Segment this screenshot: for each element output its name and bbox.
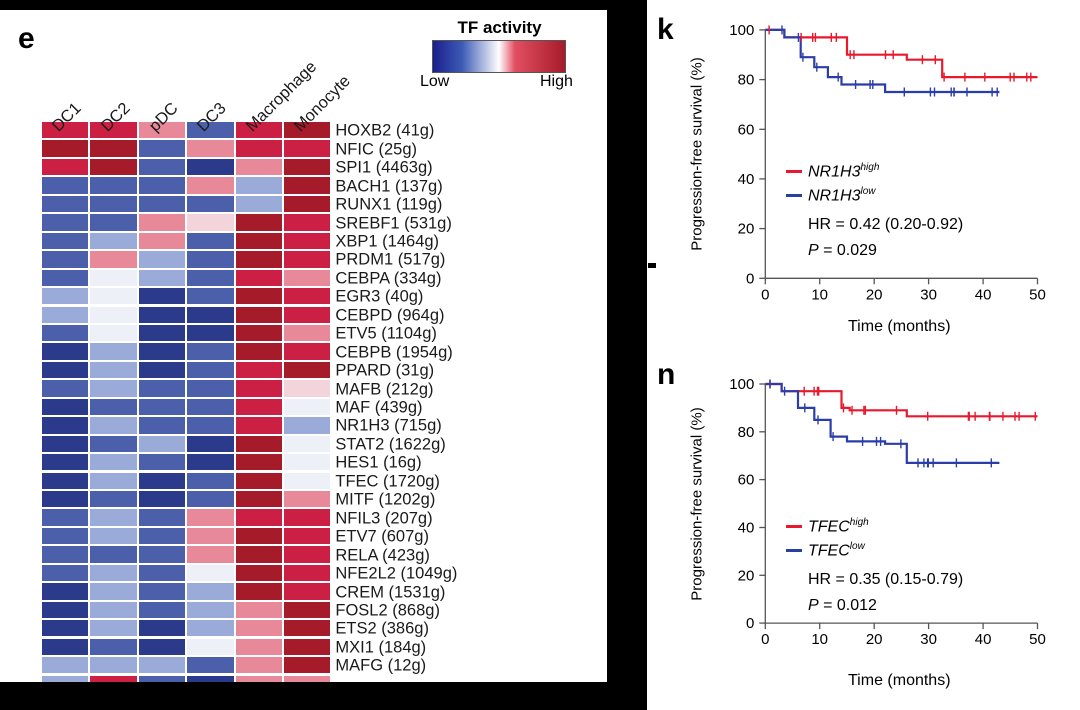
svg-text:20: 20 — [738, 221, 755, 238]
svg-text:60: 60 — [738, 121, 755, 138]
svg-text:20: 20 — [866, 631, 883, 648]
svg-text:40: 40 — [738, 520, 755, 537]
svg-text:40: 40 — [738, 171, 755, 188]
svg-text:0: 0 — [746, 270, 754, 287]
svg-text:100: 100 — [729, 22, 754, 39]
svg-text:0: 0 — [746, 615, 754, 632]
svg-text:50: 50 — [1029, 286, 1046, 303]
svg-text:30: 30 — [920, 631, 937, 648]
svg-text:60: 60 — [738, 472, 755, 489]
svg-text:10: 10 — [811, 631, 828, 648]
svg-text:80: 80 — [738, 424, 755, 441]
svg-text:80: 80 — [738, 72, 755, 89]
svg-text:50: 50 — [1029, 631, 1046, 648]
svg-text:10: 10 — [811, 286, 828, 303]
svg-text:0: 0 — [761, 286, 769, 303]
svg-text:20: 20 — [866, 286, 883, 303]
svg-text:40: 40 — [975, 286, 992, 303]
svg-text:40: 40 — [975, 631, 992, 648]
svg-text:100: 100 — [729, 376, 754, 393]
svg-text:0: 0 — [761, 631, 769, 648]
svg-text:30: 30 — [920, 286, 937, 303]
svg-text:20: 20 — [738, 567, 755, 584]
